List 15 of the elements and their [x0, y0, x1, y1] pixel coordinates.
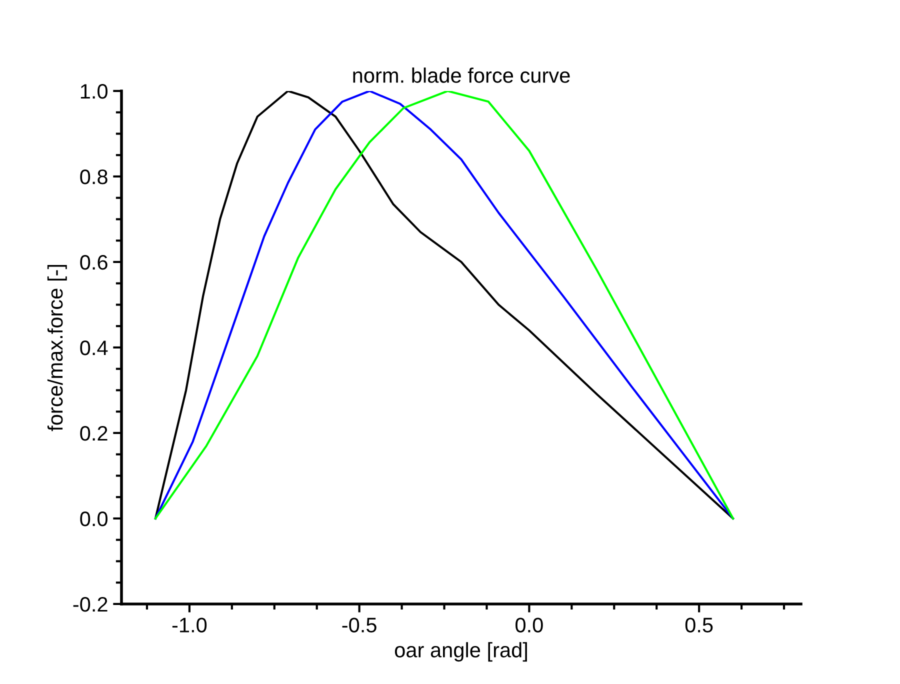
y-tick-label: 0.8: [80, 169, 108, 184]
y-tick-label: 1.0: [80, 84, 108, 99]
x-tick-label: -1.0: [172, 618, 207, 632]
y-tick-label: 0.4: [80, 340, 108, 356]
x-tick-label: 0.5: [685, 618, 713, 632]
y-tick-label: 0.6: [80, 254, 108, 270]
x-axis-title: oar angle [rad]: [394, 642, 527, 662]
chart-title: norm. blade force curve: [353, 68, 570, 83]
y-tick-label: -0.2: [73, 596, 108, 612]
y-tick-label: 0.2: [80, 426, 108, 441]
y-tick-label: 0.0: [80, 511, 108, 526]
x-tick-label: -0.5: [342, 618, 376, 632]
x-tick-label: 0.0: [516, 618, 543, 632]
y-axis-title: force/max.force [-]: [47, 265, 67, 432]
line-series: [154, 90, 734, 520]
